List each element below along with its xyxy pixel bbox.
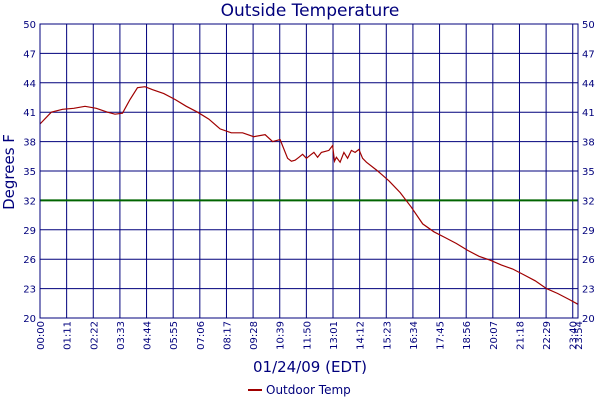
y-tick-label-right: 20 [582, 314, 595, 325]
y-tick-label-right: 32 [582, 196, 595, 207]
y-tick-label-left: 20 [23, 314, 36, 325]
y-tick-label-left: 29 [23, 226, 36, 237]
x-tick-label: 08:17 [222, 321, 233, 350]
grid [39, 23, 579, 319]
x-tick-label: 13:01 [329, 321, 340, 350]
y-tick-label-left: 32 [23, 196, 36, 207]
x-tick-label: 07:06 [196, 321, 207, 350]
y-tick-label-left: 38 [23, 138, 36, 149]
x-tick-label: 10:39 [276, 321, 287, 350]
x-tick-label: 01:11 [63, 321, 74, 350]
x-tick-label: 20:07 [489, 321, 500, 350]
y-tick-label-right: 38 [582, 138, 595, 149]
y-tick-label-right: 50 [582, 20, 595, 31]
y-tick-label-left: 50 [23, 20, 36, 31]
x-tick-label: 15:23 [382, 321, 393, 350]
x-tick-label: 23:54 [574, 321, 585, 350]
y-tick-label-right: 41 [582, 108, 595, 119]
y-tick-label-left: 35 [23, 167, 36, 178]
outdoor-temp-line [39, 86, 579, 305]
x-tick-label: 02:22 [89, 321, 100, 350]
y-tick-label-right: 47 [582, 49, 595, 60]
x-tick-label: 21:18 [515, 321, 526, 350]
y-tick-label-left: 41 [23, 108, 36, 119]
y-tick-labels-left: 20 23 26 29 32 35 38 41 44 47 50 [23, 20, 36, 325]
legend: Outdoor Temp [248, 383, 351, 397]
x-tick-label: 00:00 [36, 321, 47, 350]
x-tick-label: 09:28 [249, 321, 260, 350]
y-tick-label-right: 44 [582, 79, 595, 90]
x-tick-label: 04:44 [143, 321, 154, 350]
x-tick-label: 22:29 [542, 321, 553, 350]
y-tick-label-left: 44 [23, 79, 36, 90]
chart-title: Outside Temperature [221, 1, 400, 21]
y-tick-label-left: 23 [23, 285, 36, 296]
y-tick-label-right: 35 [582, 167, 595, 178]
legend-label: Outdoor Temp [266, 383, 351, 397]
y-tick-label-left: 47 [23, 49, 36, 60]
y-tick-label-right: 26 [582, 255, 595, 266]
y-axis-label: Degrees F [0, 134, 18, 210]
y-tick-label-right: 29 [582, 226, 595, 237]
x-tick-labels: 00:00 01:11 02:22 03:33 04:44 05:55 07:06 08:17… [36, 321, 585, 350]
y-tick-label-left: 26 [23, 255, 36, 266]
x-tick-label: 23:40 [569, 321, 580, 350]
x-tick-label: 03:33 [116, 321, 127, 350]
x-tick-label: 05:55 [169, 321, 180, 350]
x-tick-label: 11:50 [302, 321, 313, 350]
x-tick-label: 16:34 [409, 321, 420, 350]
y-tick-labels-right: 20 23 26 29 32 35 38 41 44 47 50 [582, 20, 595, 325]
x-tick-label: 17:45 [436, 321, 447, 350]
x-tick-label: 18:56 [462, 321, 473, 350]
plot-frame [39, 23, 579, 319]
x-tick-label: 14:12 [356, 321, 367, 350]
x-axis-label: 01/24/09 (EDT) [253, 358, 367, 376]
y-tick-label-right: 23 [582, 285, 595, 296]
